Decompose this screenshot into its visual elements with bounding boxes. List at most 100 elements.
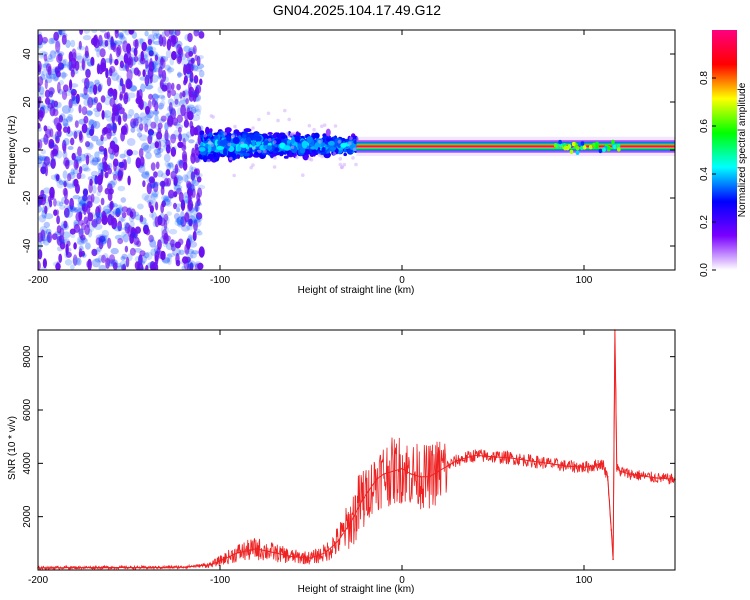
- spectrogram-noise-cell: [78, 166, 83, 175]
- spectrogram-noise-cell: [179, 92, 183, 99]
- spectrogram-noise-cell: [170, 31, 177, 37]
- spectrogram-noise-cell: [131, 150, 139, 156]
- spectrogram-noise-cell: [78, 251, 83, 258]
- spectrogram-cell: [301, 173, 305, 177]
- spectrogram-noise-cell: [174, 163, 179, 175]
- spectrogram-noise-cell: [153, 66, 157, 72]
- spectrogram-noise-cell: [104, 40, 109, 47]
- spectrogram-noise-cell: [56, 53, 63, 64]
- spectrogram-noise-cell: [100, 134, 104, 142]
- spectrogram-noise-cell: [156, 217, 164, 223]
- spectrogram-noise-cell: [168, 228, 178, 235]
- spectrogram-noise-cell: [62, 58, 68, 67]
- spectrogram-cell: [272, 165, 277, 169]
- spectrogram-noise-cell: [89, 81, 95, 88]
- spectrogram-noise-cell: [177, 126, 182, 133]
- spectrogram-noise-cell: [151, 60, 157, 70]
- spectrogram-noise-cell: [149, 57, 153, 69]
- spectrogram-noise-cell: [155, 61, 160, 65]
- snr-y-axis-label: SNR (10 * v/v): [7, 416, 18, 480]
- spectrogram-noise-cell: [116, 104, 123, 109]
- spectrogram-noise-cell: [96, 157, 101, 163]
- spectrogram-noise-cell: [158, 104, 163, 111]
- snr-point: [612, 558, 614, 561]
- spectrogram-noise-cell: [101, 39, 108, 48]
- spectrogram-noise-cell: [83, 167, 91, 172]
- spectrogram-noise-cell: [117, 220, 122, 232]
- spectrogram-noise-cell: [109, 67, 113, 77]
- spectrogram-cell: [257, 149, 262, 154]
- snr-point: [419, 475, 422, 478]
- spectrogram-noise-cell: [58, 30, 63, 36]
- spectrogram-noise-cell: [115, 207, 124, 216]
- spectrogram-noise-cell: [189, 165, 194, 173]
- spectrogram-noise-cell: [163, 153, 171, 163]
- spectrogram-noise-cell: [186, 261, 195, 270]
- x-tick-label: 0: [399, 275, 405, 286]
- spectrogram-noise-cell: [52, 109, 59, 117]
- spectrogram-noise-cell: [88, 86, 94, 95]
- spectrogram-noise-cell: [38, 139, 43, 150]
- spectrogram-cell: [209, 114, 214, 118]
- spectrogram-noise-cell: [58, 253, 63, 263]
- spectrogram-noise-cell: [172, 100, 181, 108]
- spectrogram-noise-cell: [73, 159, 79, 170]
- spectrogram-noise-cell: [154, 53, 160, 58]
- spectrogram-noise-cell: [125, 77, 133, 84]
- spectrogram-noise-cell: [167, 257, 172, 265]
- spectrogram-cell: [569, 149, 574, 154]
- spectrogram-noise-cell: [86, 126, 95, 135]
- spectrogram-noise-cell: [86, 132, 93, 139]
- spectrogram-noise-cell: [170, 108, 177, 120]
- spectrogram-noise-cell: [94, 212, 102, 221]
- spectrogram-cell: [312, 127, 316, 132]
- spectrogram-cell: [240, 141, 245, 146]
- spectrogram-noise-cell: [149, 51, 158, 57]
- spectrogram-noise-cell: [70, 39, 76, 48]
- snr-point: [446, 465, 449, 467]
- spectrogram-noise-cell: [162, 198, 171, 206]
- spectrogram-noise-cell: [148, 47, 154, 55]
- spectrogram-noise-cell: [172, 117, 179, 126]
- spectrogram-noise-cell: [53, 209, 58, 216]
- spectrogram-noise-cell: [142, 69, 146, 77]
- spectrogram-noise-cell: [46, 234, 51, 243]
- spectrogram-noise-cell: [126, 43, 132, 54]
- spectrogram-noise-cell: [151, 94, 160, 99]
- spectrogram-noise-cell: [195, 212, 203, 220]
- snr-point: [619, 470, 622, 473]
- spectrogram-noise-cell: [115, 207, 121, 218]
- spectrogram-noise-cell: [186, 71, 192, 79]
- spectrogram-noise-cell: [186, 225, 193, 231]
- spectrogram-noise-cell: [128, 84, 137, 92]
- spectrogram-noise-cell: [52, 66, 61, 73]
- spectrogram-noise-cell: [110, 122, 118, 132]
- spectrogram-noise-cell: [43, 221, 50, 228]
- spectrogram-noise-cell: [76, 240, 85, 246]
- spectrogram-noise-cell: [147, 99, 152, 111]
- spectrogram-noise-cell: [103, 208, 112, 214]
- spectrogram-noise-cell: [197, 262, 204, 270]
- snr-point: [73, 566, 76, 569]
- spectrogram-noise-cell: [100, 95, 106, 103]
- spectrogram-noise-cell: [83, 115, 89, 124]
- spectrogram-noise-cell: [62, 231, 71, 239]
- spectrogram-noise-cell: [53, 117, 61, 127]
- spectrogram-noise-cell: [165, 200, 172, 207]
- spectrogram-noise-cell: [189, 241, 198, 248]
- spectrogram-noise-cell: [50, 157, 57, 162]
- spectrogram-noise-cell: [137, 61, 146, 66]
- spectrogram-noise-cell: [112, 136, 118, 145]
- spectrogram-noise-cell: [76, 257, 82, 266]
- spectrogram-noise-cell: [96, 102, 103, 112]
- spectrogram-noise-cell: [187, 32, 193, 43]
- snr-point: [628, 473, 631, 475]
- spectrogram-noise-cell: [187, 202, 193, 212]
- spectrogram-noise-cell: [60, 239, 65, 244]
- spectrogram-noise-cell: [126, 138, 136, 146]
- spectrogram-cell: [222, 148, 228, 156]
- spectrogram-noise-cell: [129, 247, 136, 256]
- spectrogram-noise-cell: [177, 72, 183, 77]
- x-tick-label: -200: [28, 275, 48, 286]
- spectrogram-noise-cell: [122, 233, 129, 243]
